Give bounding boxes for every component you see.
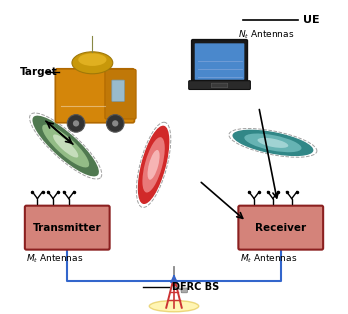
Ellipse shape — [53, 134, 78, 158]
Ellipse shape — [142, 137, 165, 192]
FancyBboxPatch shape — [195, 43, 244, 80]
FancyBboxPatch shape — [181, 288, 187, 293]
Text: UE: UE — [303, 15, 319, 25]
Circle shape — [73, 120, 79, 127]
Text: Transmitter: Transmitter — [33, 223, 102, 233]
FancyBboxPatch shape — [112, 80, 124, 101]
Text: $M_t$ Antennas: $M_t$ Antennas — [26, 253, 84, 265]
Ellipse shape — [149, 300, 199, 312]
Ellipse shape — [72, 52, 113, 74]
FancyBboxPatch shape — [192, 40, 247, 83]
FancyBboxPatch shape — [189, 81, 250, 89]
Ellipse shape — [32, 116, 99, 176]
Circle shape — [106, 115, 124, 132]
Ellipse shape — [148, 150, 160, 180]
Ellipse shape — [244, 133, 301, 152]
FancyBboxPatch shape — [211, 83, 228, 88]
Ellipse shape — [232, 130, 313, 156]
FancyBboxPatch shape — [25, 206, 110, 250]
Circle shape — [67, 115, 85, 132]
Text: DFRC BS: DFRC BS — [172, 282, 220, 292]
Text: Target: Target — [20, 67, 58, 77]
Ellipse shape — [138, 126, 169, 204]
FancyBboxPatch shape — [55, 69, 134, 123]
Text: Receiver: Receiver — [255, 223, 306, 233]
Text: $N_t$ Antennas: $N_t$ Antennas — [238, 28, 295, 41]
Ellipse shape — [78, 53, 106, 66]
Circle shape — [112, 120, 118, 127]
Ellipse shape — [258, 138, 288, 148]
Ellipse shape — [42, 125, 89, 167]
FancyBboxPatch shape — [238, 206, 323, 250]
FancyBboxPatch shape — [105, 69, 136, 119]
Text: $M_t$ Antennas: $M_t$ Antennas — [240, 253, 298, 265]
